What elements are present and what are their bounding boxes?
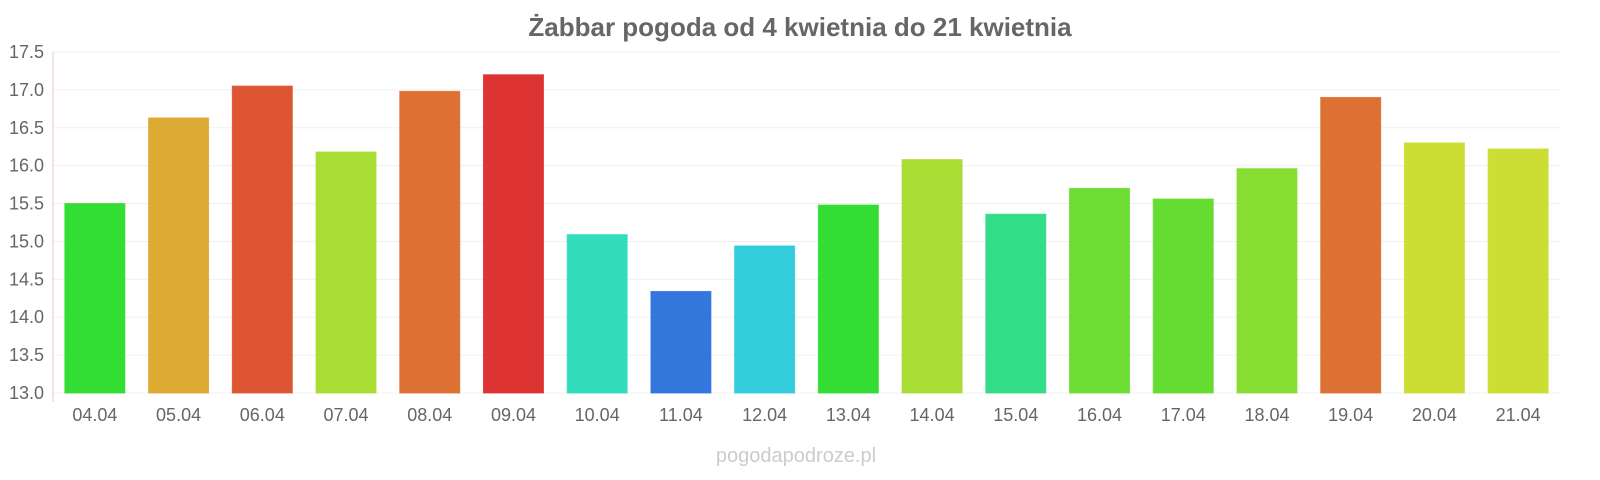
x-tick-label: 20.04: [1412, 405, 1457, 425]
bar-20.04: [1403, 142, 1465, 394]
bar-05.04: [148, 117, 210, 394]
bar-14.04: [901, 159, 963, 394]
x-tick-label: 09.04: [491, 405, 536, 425]
y-tick-label: 16.0: [9, 156, 44, 176]
bar-07.04: [315, 151, 377, 394]
bar-15.04: [985, 213, 1047, 394]
x-tick-label: 08.04: [407, 405, 452, 425]
bar-10.04: [566, 234, 628, 394]
x-tick-label: 07.04: [324, 405, 369, 425]
bar-08.04: [399, 90, 461, 394]
x-tick-label: 19.04: [1328, 405, 1373, 425]
x-tick-label: 13.04: [826, 405, 871, 425]
y-tick-label: 15.0: [9, 231, 44, 251]
bar-09.04: [482, 74, 544, 394]
x-tick-label: 15.04: [993, 405, 1038, 425]
y-tick-label: 14.5: [9, 269, 44, 289]
y-tick-label: 15.5: [9, 194, 44, 214]
x-tick-label: 17.04: [1161, 405, 1206, 425]
y-tick-label: 17.5: [9, 42, 44, 62]
x-tick-label: 16.04: [1077, 405, 1122, 425]
x-tick-label: 11.04: [659, 405, 703, 425]
bar-17.04: [1152, 198, 1214, 394]
bar-12.04: [734, 245, 796, 394]
y-tick-label: 14.0: [9, 307, 44, 327]
x-tick-label: 21.04: [1496, 405, 1541, 425]
x-tick-label: 05.04: [156, 405, 201, 425]
y-tick-label: 13.0: [9, 383, 44, 403]
bar-11.04: [650, 290, 712, 394]
x-tick-label: 10.04: [575, 405, 620, 425]
x-tick-label: 12.04: [742, 405, 787, 425]
bar-21.04: [1487, 148, 1549, 394]
watermark: pogodapodroze.pl: [716, 445, 876, 467]
bar-16.04: [1069, 187, 1131, 394]
bar-13.04: [817, 204, 879, 394]
bar-18.04: [1236, 168, 1298, 394]
bar-06.04: [231, 85, 293, 394]
x-tick-label: 04.04: [72, 405, 117, 425]
chart-title: Żabbar pogoda od 4 kwietnia do 21 kwietn…: [528, 12, 1072, 42]
y-tick-label: 17.0: [9, 80, 44, 100]
x-tick-label: 14.04: [910, 405, 955, 425]
bar-19.04: [1320, 96, 1382, 394]
bar-04.04: [64, 203, 126, 394]
x-tick-label: 06.04: [240, 405, 285, 425]
x-tick-label: 18.04: [1244, 405, 1289, 425]
y-tick-label: 16.5: [9, 118, 44, 138]
y-tick-label: 13.5: [9, 345, 44, 365]
